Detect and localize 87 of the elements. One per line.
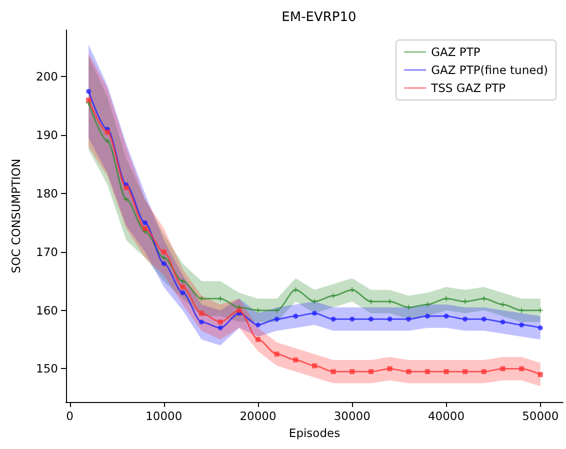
point <box>161 261 166 266</box>
y-axis-title: SOC CONSUMPTION <box>9 158 23 274</box>
legend-label: TSS GAZ PTP <box>430 81 506 95</box>
point <box>444 314 449 319</box>
point <box>424 369 430 374</box>
point <box>500 319 506 324</box>
point <box>293 314 298 319</box>
point <box>86 98 92 103</box>
point <box>519 308 524 313</box>
x-tick-label: 30000 <box>334 409 370 423</box>
point <box>424 302 430 307</box>
point <box>124 185 129 190</box>
point <box>104 130 110 135</box>
legend-label: GAZ PTP(fine tuned) <box>431 63 548 77</box>
point <box>161 255 166 260</box>
point <box>161 249 166 254</box>
point <box>538 325 543 330</box>
x-tick-label: 10000 <box>146 409 182 423</box>
point <box>312 310 317 316</box>
point <box>519 366 524 372</box>
point <box>519 322 524 328</box>
point <box>256 322 261 328</box>
point <box>104 138 110 144</box>
point <box>350 316 355 322</box>
y-tick-label: 190 <box>36 128 58 142</box>
point <box>387 299 392 304</box>
point <box>462 299 468 304</box>
point <box>256 337 261 342</box>
point <box>180 278 186 284</box>
point <box>538 372 543 378</box>
point <box>500 302 506 307</box>
y-tick-label: 160 <box>36 303 58 318</box>
y-tick-label: 180 <box>36 186 58 201</box>
point <box>199 319 204 324</box>
point <box>142 220 148 226</box>
point <box>218 296 223 302</box>
point <box>350 369 355 374</box>
point <box>444 369 449 374</box>
point <box>444 296 449 302</box>
point <box>406 316 412 322</box>
point <box>481 369 486 374</box>
point <box>368 369 374 374</box>
point <box>368 316 374 322</box>
point <box>293 287 298 292</box>
point <box>406 304 412 310</box>
point <box>462 316 468 322</box>
point <box>424 314 430 319</box>
point <box>500 366 506 372</box>
point <box>312 363 317 368</box>
x-tick-label: 0 <box>66 409 74 423</box>
point <box>180 290 186 296</box>
point <box>199 296 204 302</box>
point <box>199 310 204 316</box>
point <box>462 369 468 374</box>
point <box>312 299 317 304</box>
y-tick-label: 200 <box>36 70 58 84</box>
point <box>330 369 336 374</box>
point <box>330 293 336 298</box>
point <box>142 226 148 232</box>
point <box>86 88 92 94</box>
point <box>293 357 298 362</box>
point <box>330 316 336 322</box>
point <box>387 366 392 372</box>
point <box>180 284 186 290</box>
point <box>236 308 242 313</box>
point <box>256 308 261 313</box>
legend-label: GAZ PTP <box>431 45 480 59</box>
chart-title: EM-EVRP10 <box>282 10 356 25</box>
x-tick-label: 50000 <box>522 409 559 423</box>
y-tick-label: 150 <box>36 362 58 376</box>
point <box>218 319 223 324</box>
point <box>406 369 412 374</box>
point <box>124 196 129 202</box>
point <box>274 352 280 357</box>
y-tick-label: 170 <box>36 244 58 259</box>
point <box>387 316 392 322</box>
point <box>538 308 543 313</box>
point <box>274 316 280 322</box>
point <box>481 296 486 302</box>
x-tick-label: 20000 <box>240 409 276 423</box>
x-axis-title: Episodes <box>288 426 340 440</box>
x-tick-label: 40000 <box>428 409 465 423</box>
point <box>350 287 355 292</box>
point <box>274 308 280 313</box>
point <box>368 299 374 304</box>
point <box>481 316 486 322</box>
point <box>218 325 223 330</box>
